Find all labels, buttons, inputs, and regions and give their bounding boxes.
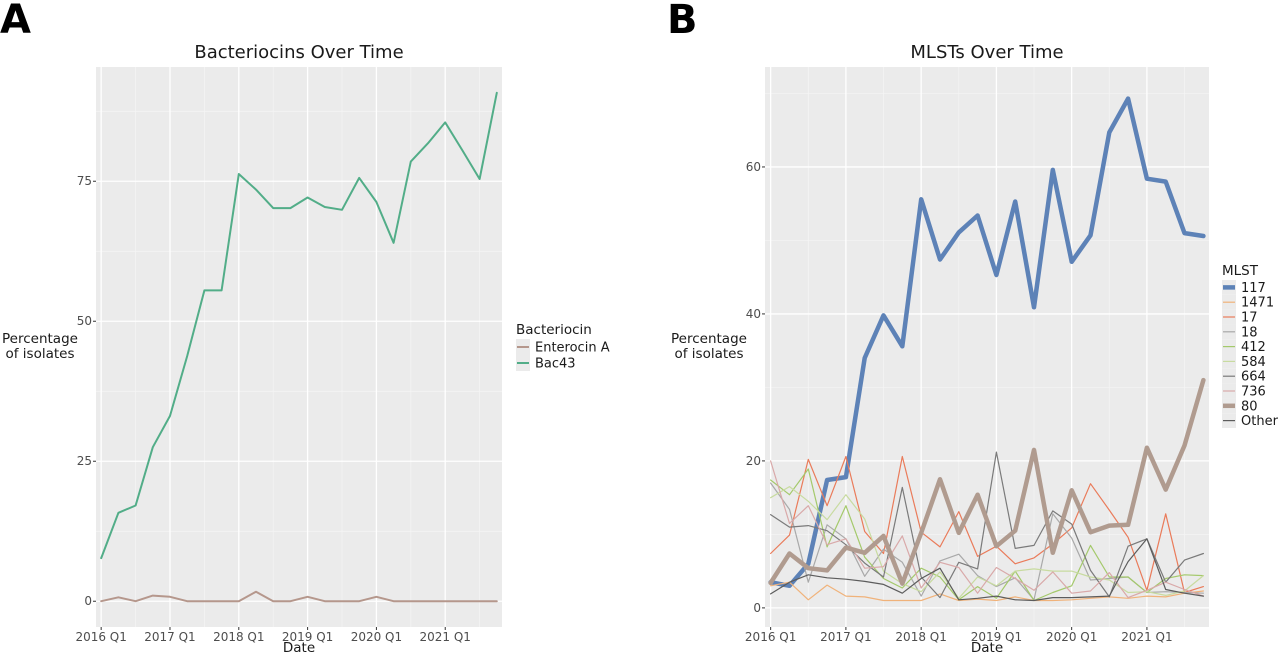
chart-a: 0 25 50 75 2016 Q1 2017 Q1 2018 Q1 2019 Q1 2020 … [2, 67, 610, 644]
chart-b-title: MLSTs Over Time [910, 42, 1063, 63]
series-line-664 [769, 451, 1205, 599]
y-tick-label: 20 [746, 454, 761, 468]
plot-panel [96, 67, 502, 627]
y-tick-label: 0 [84, 594, 92, 608]
legend-label: Bac43 [535, 357, 576, 372]
x-tick-label: 2020 Q1 [351, 630, 402, 644]
y-tick-label: 50 [77, 314, 92, 328]
y-tick-label: 0 [753, 601, 761, 615]
x-tick-label: 2021 Q1 [420, 630, 471, 644]
legend-label: Other [1241, 414, 1279, 429]
chart-a-xlabel: Date [283, 640, 315, 655]
chart-a-title: Bacteriocins Over Time [194, 42, 403, 63]
y-tick-label: 25 [77, 454, 92, 468]
panel-label-b: B [667, 0, 698, 43]
y-tick-label: 75 [77, 174, 92, 188]
legend-label: 664 [1241, 370, 1266, 385]
legend-label: 117 [1241, 281, 1266, 296]
series-line-other [769, 538, 1205, 602]
x-tick-label: 2021 Q1 [1121, 630, 1172, 644]
x-tick-label: 2019 Q1 [971, 630, 1022, 644]
x-tick-label: 2016 Q1 [745, 630, 796, 644]
series-line-80 [768, 377, 1206, 586]
x-tick-label: 2018 Q1 [895, 630, 946, 644]
x-tick-label: 2017 Q1 [144, 630, 195, 644]
x-tick-label: 2016 Q1 [75, 630, 126, 644]
x-tick-label: 2018 Q1 [213, 630, 264, 644]
series-line-enterocin-a [100, 590, 498, 603]
x-tick-label: 2017 Q1 [820, 630, 871, 644]
y-tick-label: 60 [746, 160, 761, 174]
chart-b-xlabel: Date [971, 640, 1003, 655]
x-tick-label: 2019 Q1 [282, 630, 333, 644]
legend-label: 412 [1241, 340, 1266, 355]
y-tick-label: 40 [746, 307, 761, 321]
series-line-1471 [769, 581, 1205, 602]
legend-label: 17 [1241, 311, 1258, 326]
panel-label-a: A [0, 0, 31, 43]
legend-label: 18 [1241, 325, 1258, 340]
series-line-412 [769, 468, 1205, 602]
legend-label: 1471 [1241, 296, 1274, 311]
legend-label: 736 [1241, 385, 1266, 400]
chart-b: 0 20 40 60 2016 Q1 2017 Q1 2018 Q1 2019 Q1 2020 … [671, 67, 1279, 644]
legend-label: 584 [1241, 355, 1266, 370]
legend-label: Enterocin A [535, 341, 610, 356]
series-line-bac43 [100, 91, 498, 560]
y-axis-title: Percentage of isolates [671, 331, 747, 362]
legend-label: 80 [1241, 399, 1258, 414]
series-line-736 [769, 460, 1205, 599]
chart-a-legend-title: Bacteriocin [516, 322, 592, 338]
y-axis-title: Percentage of isolates [2, 331, 78, 362]
series-line-117 [768, 96, 1206, 589]
series-line-584 [769, 486, 1205, 599]
chart-b-legend-title: MLST [1222, 263, 1259, 279]
x-tick-label: 2020 Q1 [1046, 630, 1097, 644]
series-line-17 [769, 455, 1205, 594]
